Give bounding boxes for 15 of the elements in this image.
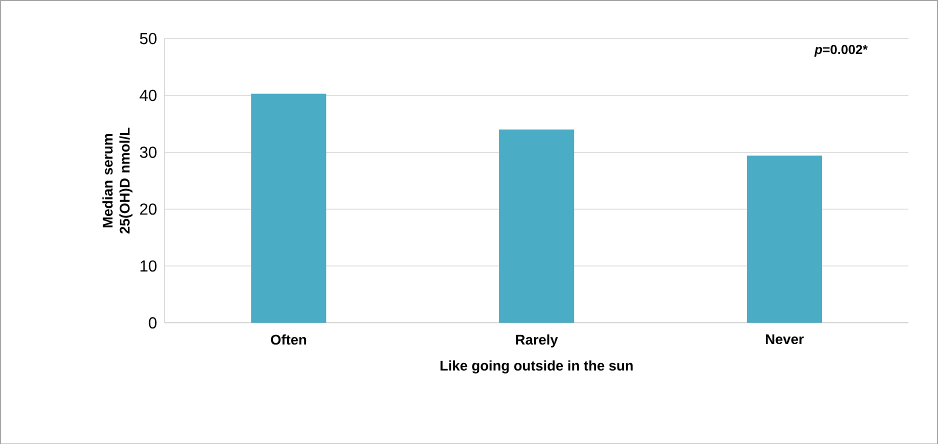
y-axis-title: Median serum 25(OH)D nmol/L: [102, 128, 132, 234]
y-tick-label: 50: [140, 32, 156, 44]
y-tick-label: 30: [140, 146, 156, 158]
y-tick-label: 0: [148, 316, 157, 328]
y-tick-label: 20: [140, 203, 156, 215]
y-tick-label: 10: [140, 260, 156, 272]
bar: [251, 93, 326, 323]
y-tick-label: 40: [140, 90, 156, 101]
x-tick-label: Rarely: [516, 334, 558, 348]
x-axis-title: Like going outside in the sun: [440, 360, 633, 374]
bar: [746, 155, 822, 323]
annotation: p=0.002*: [814, 44, 868, 56]
bar: [499, 129, 574, 323]
x-tick-label: Never: [766, 334, 804, 344]
x-tick-label: Often: [270, 334, 306, 344]
